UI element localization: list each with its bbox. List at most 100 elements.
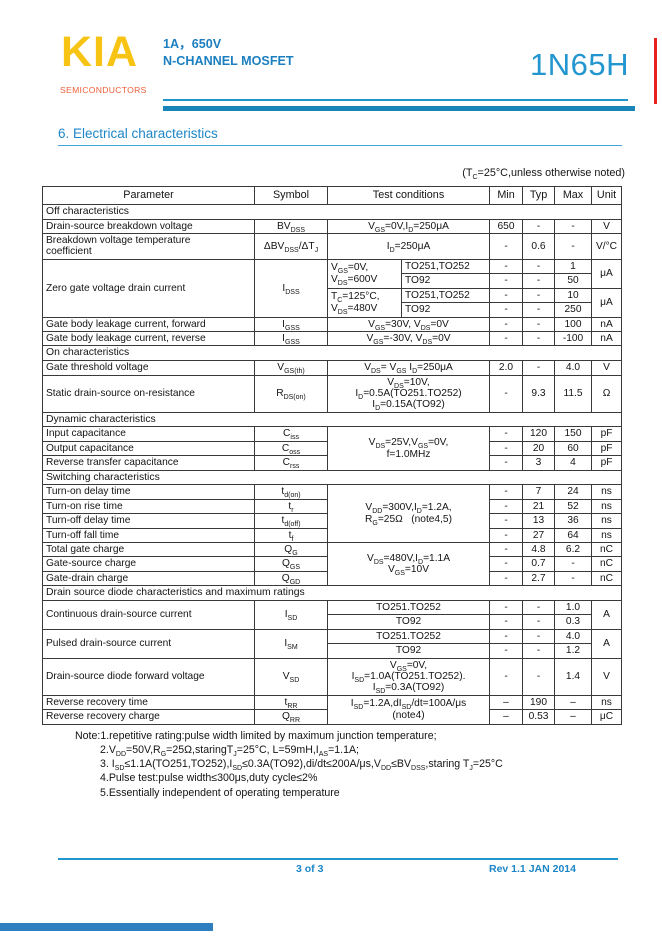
table-cell: 120: [522, 426, 556, 442]
table-row: TO92- -1.2: [43, 643, 622, 659]
table-row: Gate-drain charge QGD -2.7- nC: [42, 570, 623, 587]
table-row: TO92- -50: [43, 273, 622, 289]
table-cell: -: [522, 331, 556, 347]
column-header: Test conditions: [326, 186, 491, 205]
table-cell: TO251,TO252: [400, 258, 491, 275]
section-header-cell: On characteristics: [41, 345, 623, 362]
table-cell: nC: [591, 570, 623, 587]
table-row: Static drain-source on-resistance RDS(on)…: [42, 374, 623, 413]
table-cell: -: [489, 440, 524, 457]
table-cell: -: [554, 556, 593, 572]
table-cell: Drain-source breakdown voltage: [42, 218, 255, 235]
column-header: Max: [554, 186, 593, 205]
table-cell: pF: [591, 440, 623, 457]
page-number: 3 of 3: [296, 863, 324, 875]
table-row: Parameter Symbol Test conditions Min Typ Max U…: [42, 186, 623, 205]
note-line: 5.Essentially independent of operating t…: [100, 786, 340, 799]
table-cell: 0.3: [554, 614, 593, 630]
table-cell: 50: [554, 273, 593, 289]
table-cell: 4.0: [554, 360, 593, 376]
table-cell: 250: [554, 302, 593, 318]
table-cell: 9.3: [522, 374, 556, 413]
table-cell: tr: [254, 498, 328, 515]
notes-block: Note:1.repetitive rating:pulse width lim…: [75, 729, 622, 800]
table-cell: -: [522, 218, 556, 235]
table-cell: Pulsed drain-source current: [42, 628, 255, 659]
table-cell: td(on): [254, 484, 328, 500]
table-row: Continuous drain-source current ISD TO251.…: [42, 599, 623, 630]
table-cell: -: [489, 657, 524, 696]
electrical-characteristics-table: Parameter Symbol Test conditions Min Typ Max U…: [41, 186, 623, 725]
table-cell: VGS=-30V, VDS=0V: [326, 331, 491, 347]
column-header: Typ: [522, 186, 556, 205]
table-cell: Turn-on delay time: [42, 484, 255, 500]
table-cell: VGS=30V, VDS=0V: [326, 316, 491, 333]
table-row: Reverse transfer capacitance Crss -3 4 pF: [42, 455, 623, 471]
table-cell: ISD=1.2A,dISD/dt=100A/μs (note4): [326, 694, 491, 725]
note-line: 3. ISD≤1.1A(TO251,TO252),ISD≤0.3A(TO92),…: [100, 758, 503, 773]
column-header: Symbol: [254, 186, 328, 205]
table-cell: VDS= VGS ID=250μA: [326, 360, 491, 376]
table-cell: Reverse transfer capacitance: [42, 455, 255, 471]
table-cell: -: [522, 643, 556, 659]
table-cell: –: [489, 709, 524, 725]
kia-logo: KIA: [61, 28, 139, 76]
device-subtitle: 1A，650V N-CHANNEL MOSFET: [163, 36, 294, 70]
table-cell: ISD: [254, 599, 328, 630]
table-cell: -: [489, 614, 524, 630]
table-cell: 0.53: [522, 709, 556, 725]
section-header-cell: Switching characteristics: [41, 469, 623, 486]
device-rating: 1A，650V: [163, 37, 222, 51]
table-cell: pF: [591, 455, 623, 471]
table-cell: -: [522, 614, 556, 630]
table-cell: nC: [591, 556, 623, 572]
table-cell: A: [591, 628, 623, 659]
table-row: Reverse recovery time tRR ISD=1.2A,dISD/dt…: [42, 694, 623, 725]
table-cell: 0.7: [522, 556, 556, 572]
table-row: Turn-on delay time td(on) VDD=300V,ID=1.2A…: [42, 484, 623, 543]
table-cell: TO251.TO252: [326, 599, 491, 616]
table-cell: -: [489, 374, 524, 413]
table-cell: -: [489, 455, 524, 471]
table-cell: VGS(th): [254, 360, 328, 376]
table-cell: TO251.TO252: [326, 628, 491, 645]
table-cell: V: [591, 218, 623, 235]
table-cell: Gate body leakage current, forward: [42, 316, 255, 333]
table-row: Drain-source diode forward voltage VSD VGS…: [42, 657, 623, 696]
table-cell: 7: [522, 484, 556, 500]
table-cell: -: [522, 628, 556, 645]
table-cell: 4.0: [554, 628, 593, 645]
note-line: 4.Pulse test:pulse width≤300μs,duty cycl…: [100, 772, 318, 785]
table-cell: nA: [591, 316, 623, 333]
table-cell: BVDSS: [254, 218, 328, 235]
table-cell: -100: [554, 331, 593, 347]
table-cell: VGS=0V, VDS=600V: [327, 258, 402, 289]
table-cell: -: [489, 287, 524, 304]
table-cell: 11.5: [554, 374, 593, 413]
table-cell: ns: [591, 527, 623, 544]
table-cell: QGS: [254, 556, 328, 572]
table-row: Gate threshold voltage VGS(th) VDS= VGS ID…: [42, 360, 623, 376]
table-cell: -: [489, 273, 524, 289]
table-cell: Turn-off delay time: [42, 513, 255, 529]
table-row: Drain source diode characteristics and m…: [41, 585, 623, 601]
table-cell: 4: [554, 455, 593, 471]
table-cell: Static drain-source on-resistance: [42, 374, 255, 413]
table-cell: td(off): [254, 513, 328, 529]
table-row: Off characteristics: [41, 204, 623, 220]
table-cell: nA: [591, 331, 623, 347]
table-cell: 6.2: [554, 541, 593, 558]
table-cell: -: [522, 302, 556, 318]
table-cell: -: [489, 316, 524, 333]
table-cell: 2.7: [522, 570, 556, 587]
table-cell: Turn-on rise time: [42, 498, 255, 515]
table-row: Breakdown voltage temperature coefficient…: [42, 233, 623, 260]
table-cell: -: [489, 233, 524, 260]
table-cell: 190: [522, 694, 556, 711]
table-cell: 27: [522, 527, 556, 544]
table-cell: IDSS: [254, 258, 328, 318]
table-cell: 1.0: [554, 599, 593, 616]
table-row: Input capacitance Ciss VDS=25V,VGS=0V, f=1.…: [42, 426, 623, 471]
table-cell: 100: [554, 316, 593, 333]
